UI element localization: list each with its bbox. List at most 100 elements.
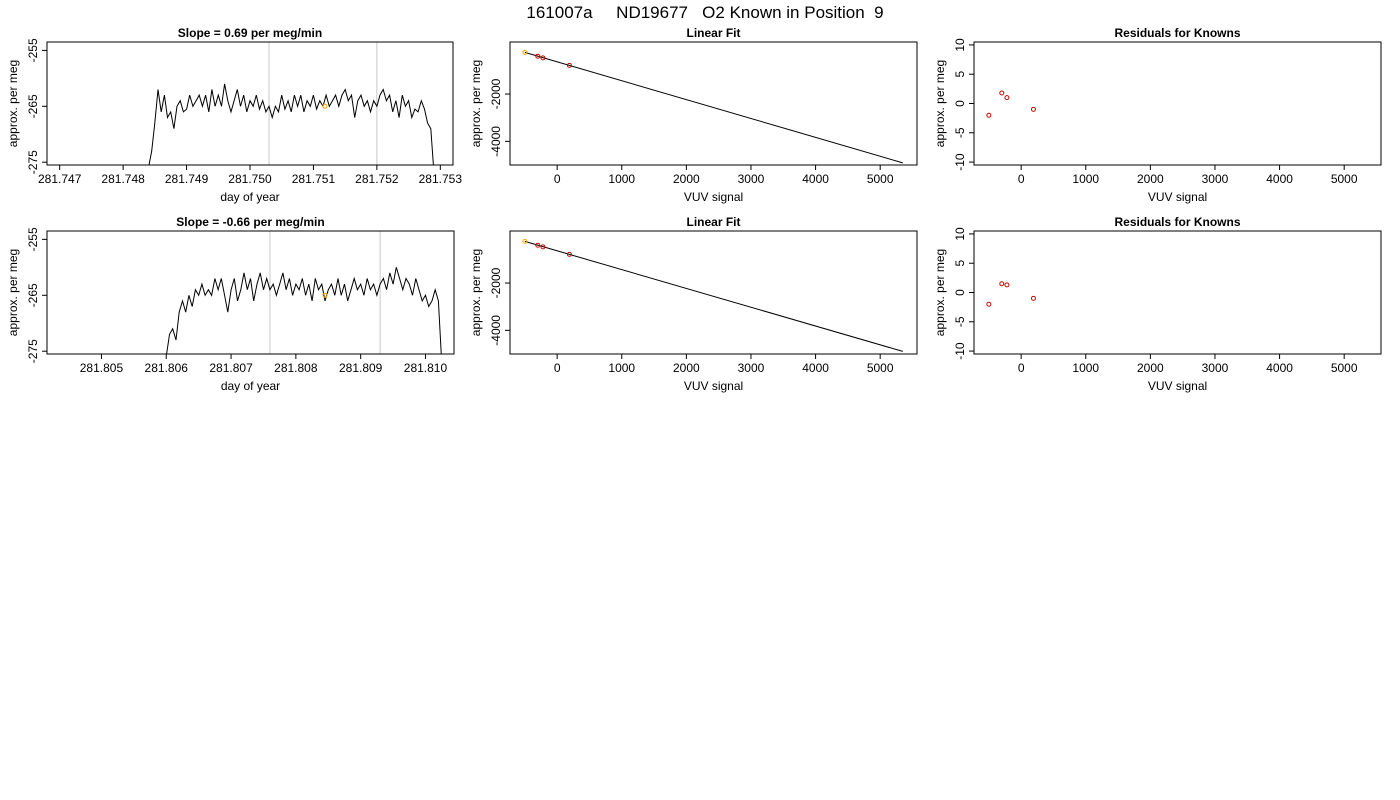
x-tick-label: 281.809: [339, 361, 383, 375]
y-tick-label: -2000: [489, 78, 503, 109]
data-point: [986, 112, 992, 118]
panel-title: Residuals for Knowns: [1114, 26, 1240, 40]
x-tick-label: 281.749: [165, 172, 209, 186]
x-tick-label: 2000: [673, 361, 700, 375]
x-axis-label: day of year: [221, 379, 280, 393]
panel-title: Residuals for Knowns: [1114, 215, 1240, 229]
data-point: [540, 55, 546, 61]
data-point: [1030, 295, 1036, 301]
data-point: [522, 49, 528, 55]
y-tick-label: -5: [953, 127, 967, 138]
x-axis-label: VUV signal: [684, 379, 743, 393]
data-point: [1030, 106, 1036, 112]
x-tick-label: 5000: [1331, 361, 1358, 375]
panel-5: Linear Fit 0 1000 2000 3000 4000 5000 -2000 -400…: [469, 215, 918, 393]
y-tick-label: 0: [953, 289, 967, 296]
y-axis-label: approx. per meg: [469, 60, 483, 147]
plot-area: [986, 90, 1036, 118]
plot-frame: [46, 230, 455, 355]
x-tick-label: 5000: [1331, 172, 1358, 186]
x-tick-label: 4000: [802, 361, 829, 375]
y-axis-label: approx. per meg: [933, 249, 947, 336]
x-axis-label: VUV signal: [1148, 379, 1207, 393]
x-tick-label: 3000: [1202, 172, 1229, 186]
y-tick-label: -10: [953, 153, 967, 171]
panel-4: Slope = -0.66 per meg/min 281.805 281.806 2…: [6, 215, 455, 393]
x-tick-label: 4000: [1266, 172, 1293, 186]
data-point: [986, 301, 992, 307]
x-tick-label: 281.805: [80, 361, 124, 375]
x-axis-label: VUV signal: [684, 190, 743, 204]
panel-title: Linear Fit: [686, 26, 740, 40]
current-sample-marker: [322, 292, 328, 298]
x-tick-label: 0: [554, 361, 561, 375]
x-tick-label: 281.750: [228, 172, 272, 186]
x-tick-label: 1000: [608, 172, 635, 186]
data-point: [535, 242, 541, 248]
x-tick-label: 2000: [1137, 361, 1164, 375]
y-axis-label: approx. per meg: [6, 249, 20, 336]
plot-area: [166, 267, 442, 354]
y-tick-label: -255: [26, 38, 40, 62]
y-tick-label: -4000: [489, 315, 503, 346]
y-tick-label: 10: [953, 227, 967, 241]
y-tick-label: -265: [26, 283, 40, 307]
x-tick-label: 5000: [867, 361, 894, 375]
data-point: [535, 53, 541, 59]
x-tick-label: 2000: [673, 172, 700, 186]
y-tick-label: -4000: [489, 126, 503, 157]
y-tick-label: -10: [953, 342, 967, 360]
y-tick-label: -275: [26, 339, 40, 363]
x-tick-label: 1000: [1072, 172, 1099, 186]
x-tick-label: 281.748: [101, 172, 145, 186]
data-series-line: [148, 83, 434, 165]
x-tick-label: 281.751: [292, 172, 336, 186]
x-tick-label: 5000: [867, 172, 894, 186]
y-tick-label: -275: [26, 150, 40, 174]
fit-line: [524, 51, 903, 164]
data-point: [566, 62, 572, 68]
y-tick-label: -255: [26, 227, 40, 251]
y-tick-label: 10: [953, 38, 967, 52]
plot-area: [522, 49, 903, 164]
data-point: [540, 244, 546, 250]
x-tick-label: 3000: [738, 172, 765, 186]
data-point: [522, 238, 528, 244]
plot-frame: [509, 230, 918, 355]
plot-area: [522, 238, 903, 352]
panel-6: Residuals for Knowns 0 1000 2000 3000 4000 500…: [933, 215, 1382, 393]
fit-line: [524, 240, 903, 352]
panel-2: Linear Fit 0 1000 2000 3000 4000 5000 -2000 -400…: [469, 26, 918, 204]
x-axis-label: day of year: [220, 190, 279, 204]
x-tick-label: 4000: [802, 172, 829, 186]
x-tick-label: 4000: [1266, 361, 1293, 375]
x-tick-label: 0: [1018, 172, 1025, 186]
plot-area: [148, 83, 434, 165]
data-series-line: [166, 267, 442, 354]
plot-frame: [509, 41, 918, 166]
panel-3: Residuals for Knowns 0 1000 2000 3000 4000 500…: [933, 26, 1382, 204]
data-point: [1004, 95, 1010, 101]
y-tick-label: 0: [953, 100, 967, 107]
data-point: [566, 251, 572, 257]
x-tick-label: 281.806: [145, 361, 189, 375]
y-axis-label: approx. per meg: [469, 249, 483, 336]
panel-title: Slope = 0.69 per meg/min: [178, 26, 322, 40]
data-point: [999, 281, 1005, 287]
y-tick-label: 5: [953, 260, 967, 267]
panel-title: Linear Fit: [686, 215, 740, 229]
y-tick-label: -5: [953, 316, 967, 327]
y-axis-label: approx. per meg: [6, 60, 20, 147]
x-tick-label: 281.810: [404, 361, 448, 375]
data-point: [1004, 282, 1010, 288]
x-tick-label: 281.753: [419, 172, 463, 186]
current-sample-marker: [322, 103, 328, 109]
x-tick-label: 0: [554, 172, 561, 186]
x-tick-label: 3000: [738, 361, 765, 375]
x-tick-label: 281.747: [38, 172, 82, 186]
x-tick-label: 281.808: [274, 361, 318, 375]
x-tick-label: 0: [1018, 361, 1025, 375]
panel-1: Slope = 0.69 per meg/min 281.747 281.748 28…: [6, 26, 462, 204]
